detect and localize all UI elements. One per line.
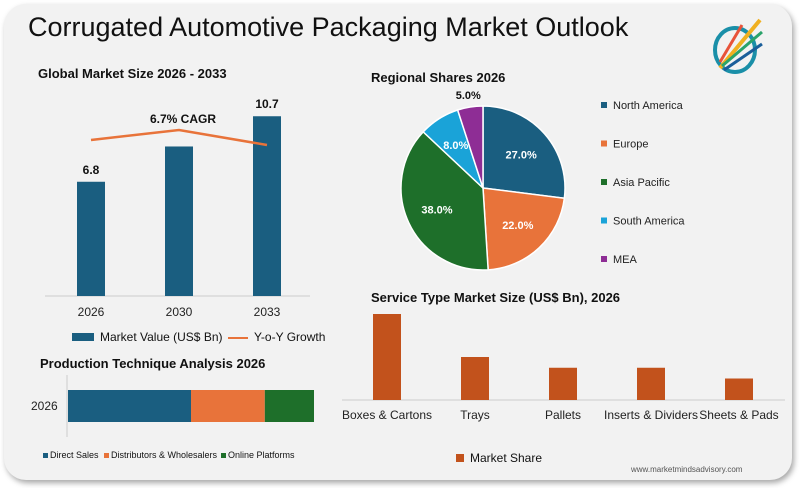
pie-slice-Europe: [482, 187, 566, 271]
legend-market-value: Market Value (US$ Bn): [72, 330, 223, 344]
regional-title: Regional Shares 2026: [371, 70, 506, 85]
bar-Boxes & Cartons: [373, 314, 401, 400]
segment-Online Platforms: [264, 390, 314, 422]
legend-yoy: Y-o-Y Growth: [228, 330, 325, 344]
pie-data-label: 5.0%: [456, 90, 481, 102]
pie-data-label: 8.0%: [443, 140, 468, 152]
pie-data-label: 27.0%: [506, 149, 537, 161]
pie-data-label: 38.0%: [421, 205, 452, 217]
legend-swatch: [601, 179, 607, 185]
segment-Direct Sales: [68, 390, 191, 422]
bar-Trays: [461, 357, 489, 400]
segment-Distributors & Wholesalers: [191, 390, 265, 422]
bar-2030: [165, 146, 193, 296]
pie-legend-label: MEA: [613, 254, 638, 266]
data-label: 6.8: [83, 163, 100, 177]
legend-swatch: [601, 102, 607, 108]
x-tick-label: Pallets: [545, 408, 581, 422]
production-title: Production Technique Analysis 2026: [40, 356, 266, 371]
x-tick-label: 2033: [254, 305, 281, 319]
pie-legend-label: Europe: [613, 139, 648, 151]
yoy-growth-line: [90, 128, 268, 147]
pie-data-label: 22.0%: [502, 220, 533, 232]
x-tick-label: 2026: [78, 305, 105, 319]
market-size-title: Global Market Size 2026 - 2033: [38, 66, 227, 81]
cagr-annotation: 6.7% CAGR: [150, 112, 217, 126]
bar-2026: [77, 181, 105, 296]
website-text: www.marketmindsadvisory.com: [631, 465, 743, 474]
x-tick-label: Sheets & Pads: [699, 408, 778, 422]
legend-swatch: [601, 256, 607, 262]
x-tick-label: Boxes & Cartons: [342, 408, 432, 422]
bar-Pallets: [549, 367, 577, 400]
legend-distributors: Distributors & Wholesalers: [104, 450, 217, 460]
bar-Sheets & Pads: [725, 378, 753, 400]
pie-slice-Asia Pacific: [400, 130, 489, 271]
legend-direct-sales: Direct Sales: [43, 450, 99, 460]
legend-swatch: [601, 217, 607, 224]
pie-slice-North America: [482, 105, 566, 200]
page-title: Corrugated Automotive Packaging Market O…: [28, 12, 629, 42]
x-tick-label: Inserts & Dividers: [604, 408, 698, 422]
pie-legend-label: South America: [613, 216, 685, 228]
y-tick-label: 2026: [31, 399, 58, 413]
pie-slice-MEA: [456, 105, 484, 189]
pie-legend-label: Asia Pacific: [613, 177, 670, 189]
data-label: 10.7: [255, 97, 279, 111]
legend-online: Online Platforms: [221, 450, 295, 460]
legend-swatch: [601, 140, 607, 147]
x-tick-label: Trays: [460, 408, 490, 422]
pie-legend-label: North America: [613, 100, 684, 112]
service-title: Service Type Market Size (US$ Bn), 2026: [371, 290, 621, 305]
bar-Inserts & Dividers: [637, 367, 665, 400]
bar-2033: [253, 116, 281, 297]
legend-market-share: Market Share: [456, 451, 542, 465]
x-tick-label: 2030: [166, 305, 193, 319]
